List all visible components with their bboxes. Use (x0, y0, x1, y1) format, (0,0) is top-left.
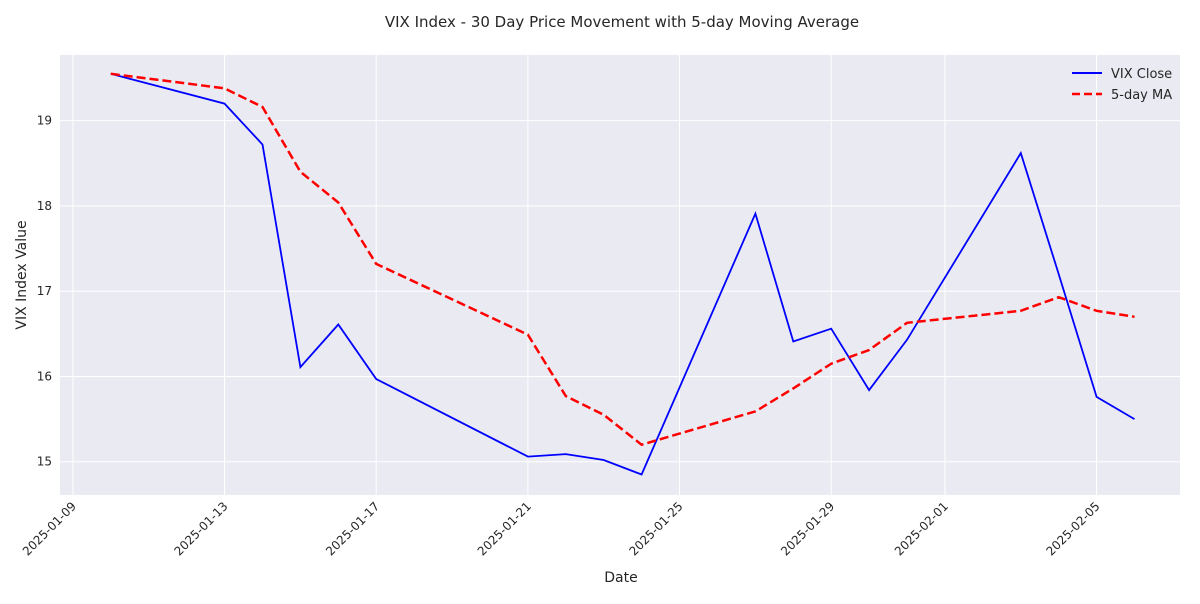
y-tick-label: 19 (37, 114, 52, 128)
chart-title: VIX Index - 30 Day Price Movement with 5… (385, 13, 859, 31)
y-tick-label: 15 (37, 455, 52, 469)
x-tick-label: 2025-01-13 (171, 499, 230, 558)
x-tick-label: 2025-01-29 (778, 499, 837, 558)
x-tick-label: 2025-01-09 (20, 499, 79, 558)
x-tick-label: 2025-01-17 (323, 499, 382, 558)
x-tick-label: 2025-02-01 (892, 499, 951, 558)
x-tick-label: 2025-01-21 (475, 499, 534, 558)
legend-label-vix-close: VIX Close (1111, 67, 1172, 82)
y-tick-label: 16 (37, 369, 52, 383)
y-tick-label: 17 (37, 284, 52, 298)
x-tick-label: 2025-01-25 (626, 499, 685, 558)
x-axis-label: Date (604, 570, 637, 586)
legend-label-5-day-ma: 5-day MA (1111, 88, 1172, 103)
y-axis-label: VIX Index Value (14, 220, 30, 329)
x-tick-label: 2025-02-05 (1043, 499, 1102, 558)
y-tick-label: 18 (37, 199, 52, 213)
